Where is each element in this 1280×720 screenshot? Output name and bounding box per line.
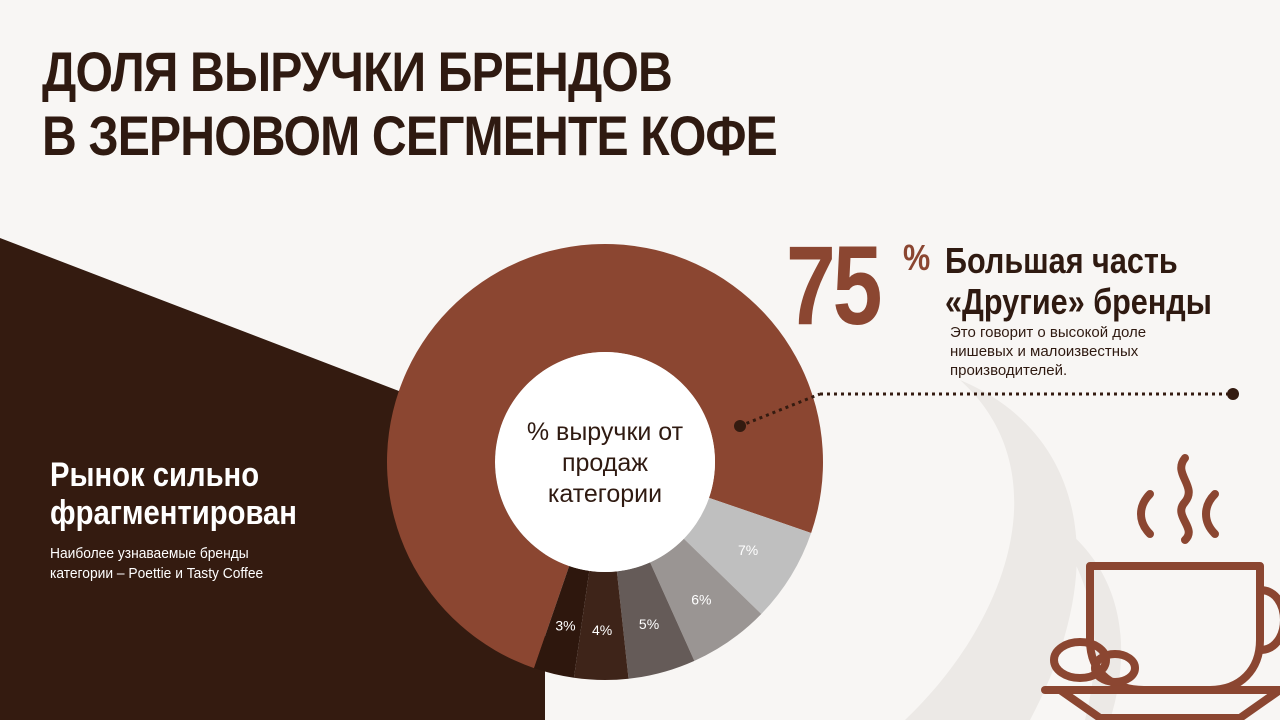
page-title: ДОЛЯ ВЫРУЧКИ БРЕНДОВ В ЗЕРНОВОМ СЕГМЕНТЕ… (42, 40, 897, 168)
fragmentation-sub-line-1: Наиболее узнаваемые бренды (50, 545, 249, 562)
callout-dot-end (1227, 388, 1239, 400)
donut-slice-label: 3% (555, 617, 575, 633)
donut-center-label-line: % выручки от (527, 418, 684, 446)
callout-description-line-2: нишевых и малоизвестных (950, 343, 1139, 360)
callout-heading-line-2: «Другие» бренды (945, 281, 1212, 322)
title-line-1: ДОЛЯ ВЫРУЧКИ БРЕНДОВ (42, 40, 673, 103)
donut-slice-label: 5% (639, 616, 659, 632)
donut-center-label-line: продаж (562, 449, 648, 477)
donut-slice (534, 566, 590, 678)
coffee-cup-icon (1041, 454, 1280, 720)
fragmentation-sub-line-2: категории – Poettie и Tasty Coffee (50, 565, 264, 582)
fragmentation-note: Рынок сильно фрагментирован Наиболее узн… (50, 456, 370, 584)
fragmentation-heading-line-1: Рынок сильно (50, 456, 260, 494)
donut-center-label-line: категории (548, 480, 662, 508)
callout-description: Это говорит о высокой доле нишевых и мал… (950, 323, 1210, 380)
callout-heading: Большая часть «Другие» бренды (945, 240, 1217, 322)
callout-percent-sign: % (903, 237, 931, 278)
fragmentation-heading-line-2: фрагментирован (50, 494, 297, 532)
dark-diagonal-block (0, 238, 545, 720)
donut-slice (650, 538, 762, 661)
donut-slice (616, 562, 695, 679)
donut-slice-label: 7% (738, 542, 758, 558)
donut-slice (573, 570, 629, 680)
callout-description-line-3: производителей. (950, 362, 1068, 379)
title-line-2: В ЗЕРНОВОМ СЕГМЕНТЕ КОФЕ (42, 104, 778, 167)
donut-slice (386, 244, 823, 669)
callout-description-line-1: Это говорит о высокой доле (950, 324, 1147, 341)
donut-slice (683, 497, 812, 614)
callout-heading-line-1: Большая часть (945, 240, 1178, 281)
callout-value: 75 (786, 223, 882, 348)
donut-center (495, 352, 715, 572)
callout-dot-start (734, 420, 746, 432)
donut-slice-label: 4% (592, 622, 612, 638)
callout-connector-diagonal (739, 392, 821, 428)
donut-slice-label: 6% (691, 592, 711, 608)
donut-chart: 7% 6% 5% 4% 3% % выручки от продаж категории (386, 244, 823, 680)
decorative-swoosh (905, 380, 1077, 720)
